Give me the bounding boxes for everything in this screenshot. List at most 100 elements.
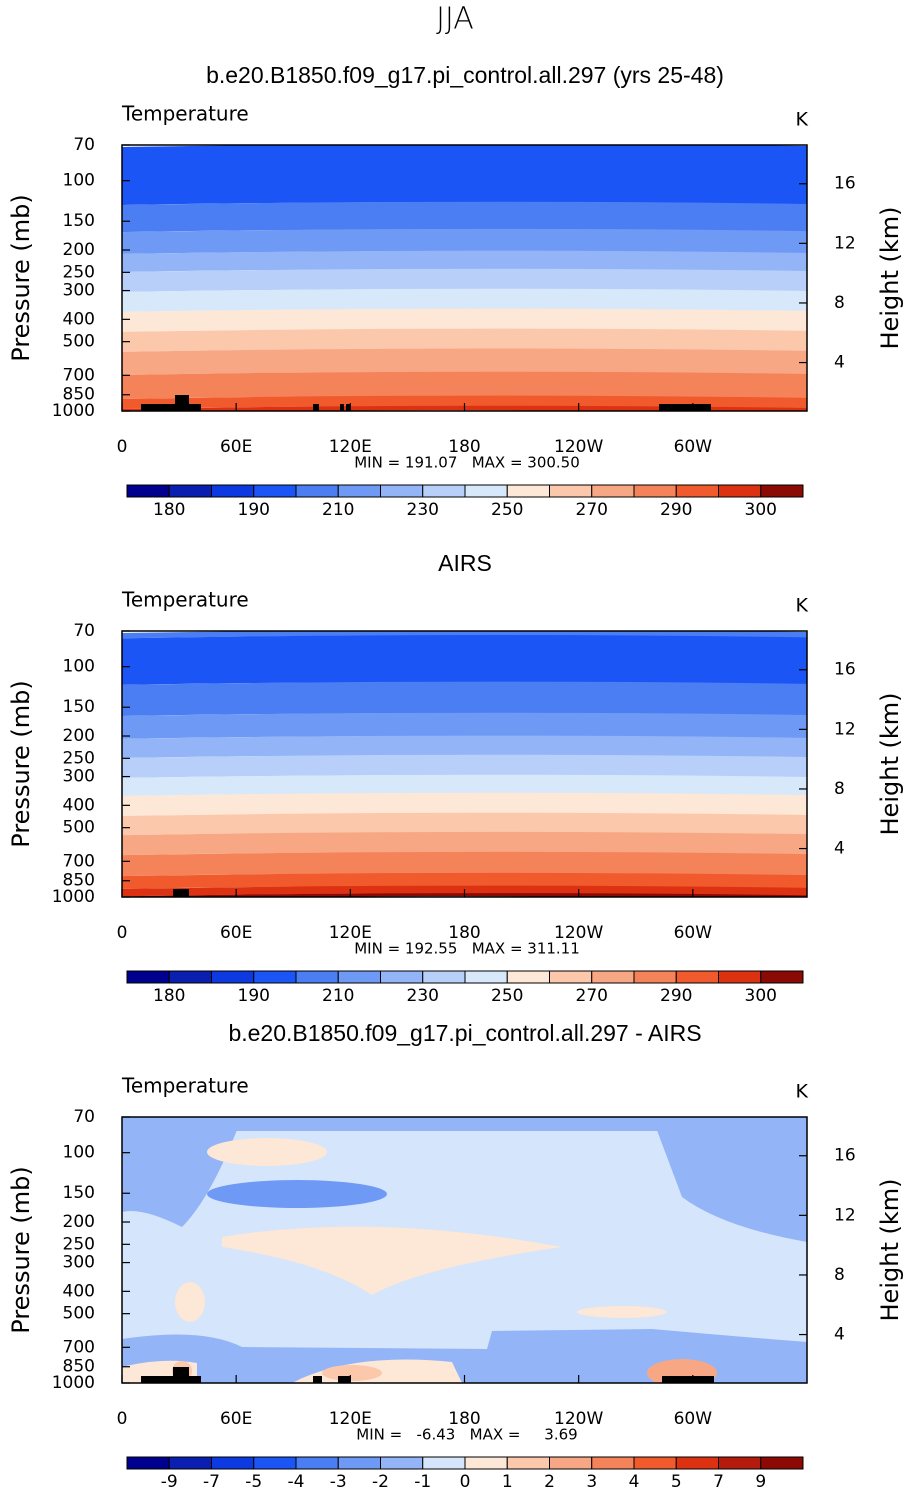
min-max: MIN = 192.55 MAX = 311.11 (354, 940, 580, 958)
y-tick-label: 150 (63, 211, 95, 231)
variable-label: Temperature (121, 1074, 249, 1098)
colorbar-box (380, 484, 424, 498)
y-tick-label: 150 (63, 697, 95, 717)
panel-title: b.e20.B1850.f09_g17.pi_control.all.297 -… (228, 1020, 701, 1046)
contour-band (122, 754, 807, 779)
field (122, 1117, 807, 1383)
colorbar-label: -7 (203, 1472, 220, 1492)
colorbar-box (718, 970, 762, 984)
colorbar-box (126, 970, 170, 984)
topography (313, 1376, 322, 1383)
y-tick-label: 300 (63, 1253, 95, 1273)
colorbar-label: 3 (586, 1472, 597, 1492)
colorbar-box (506, 484, 550, 498)
min-max: MIN = 191.07 MAX = 300.50 (354, 454, 580, 472)
topography (141, 1376, 201, 1383)
y2-tick-label: 16 (834, 1146, 856, 1166)
y-tick-label: 150 (63, 1183, 95, 1203)
contour-patch (577, 1306, 667, 1318)
colorbar-label: -4 (288, 1472, 305, 1492)
topography (659, 404, 711, 411)
x-tick-label: 60E (220, 1409, 252, 1429)
y-tick-label: 250 (63, 262, 95, 282)
colorbar-label: 4 (629, 1472, 640, 1492)
colorbar-box (168, 484, 212, 498)
x-tick-label: 120E (329, 923, 372, 943)
colorbar-label: 180 (153, 986, 185, 1006)
y-tick-label: 400 (63, 1281, 95, 1301)
y-tick-label: 70 (73, 135, 95, 155)
colorbar-box (464, 970, 508, 984)
contour-band (122, 735, 807, 760)
colorbar-label: 190 (238, 986, 270, 1006)
colorbar-box (337, 484, 381, 498)
x-tick-label: 60E (220, 437, 252, 457)
x-tick-label: 120W (554, 437, 603, 457)
colorbar-label: 270 (576, 986, 608, 1006)
colorbar-box (295, 484, 339, 498)
x-tick-label: 60E (220, 923, 252, 943)
field (122, 145, 807, 411)
colorbar-box (760, 484, 804, 498)
colorbar-label: 230 (407, 500, 439, 520)
y2-axis-title: Height (km) (876, 1179, 904, 1322)
contour-patch (175, 1282, 205, 1322)
units-label: K (796, 595, 809, 617)
x-tick-label: 120W (554, 923, 603, 943)
colorbar-box (633, 484, 677, 498)
field (122, 631, 807, 897)
y2-tick-label: 16 (834, 660, 856, 680)
y2-tick-label: 12 (834, 1205, 856, 1225)
contour-band (122, 851, 807, 878)
contour-band (122, 308, 807, 333)
contour-patch (322, 1365, 382, 1381)
y-tick-label: 400 (63, 309, 95, 329)
colorbar-box (549, 484, 593, 498)
y-tick-label: 250 (63, 1234, 95, 1254)
topography (175, 395, 189, 411)
colorbar-box (126, 484, 170, 498)
topography (313, 404, 319, 411)
colorbar-label: 5 (671, 1472, 682, 1492)
y-tick-label: 850 (63, 871, 95, 891)
contour-band (122, 812, 807, 837)
y-tick-label: 700 (63, 365, 95, 385)
panel-title: AIRS (438, 550, 492, 576)
variable-label: Temperature (121, 588, 249, 612)
page-title: JJA (436, 2, 474, 37)
contour-band (122, 831, 807, 857)
x-tick-label: 0 (117, 437, 128, 457)
colorbar-box (633, 970, 677, 984)
colorbar-box (295, 1456, 339, 1470)
y-tick-label: 850 (63, 385, 95, 405)
y-tick-label: 700 (63, 851, 95, 871)
contour-patch (207, 1180, 387, 1208)
topography (662, 1376, 714, 1383)
y2-axis-title: Height (km) (876, 207, 904, 350)
y-axis-title: Pressure (mb) (7, 680, 35, 847)
y2-tick-label: 4 (834, 1325, 845, 1345)
contour-band (122, 250, 807, 274)
y-tick-label: 850 (63, 1357, 95, 1377)
colorbar-label: 270 (576, 500, 608, 520)
colorbar-label: 9 (755, 1472, 766, 1492)
colorbar-box (718, 484, 762, 498)
y-tick-label: 200 (63, 1212, 95, 1232)
colorbar-label: 1 (502, 1472, 513, 1492)
y-tick-label: 70 (73, 1107, 95, 1127)
y2-tick-label: 12 (834, 719, 856, 739)
y-tick-label: 1000 (52, 401, 95, 421)
contour-band (122, 792, 807, 818)
colorbar-box (168, 970, 212, 984)
colorbar-label: -5 (245, 1472, 262, 1492)
colorbar-box (422, 484, 466, 498)
colorbar-box (422, 970, 466, 984)
colorbar-label: 250 (491, 986, 523, 1006)
y2-axis-title: Height (km) (876, 693, 904, 836)
contour-patch (652, 1117, 807, 1242)
colorbar-label: 7 (713, 1472, 724, 1492)
y-axis-title: Pressure (mb) (7, 194, 35, 361)
variable-label: Temperature (121, 102, 249, 126)
colorbar-box (211, 970, 255, 984)
